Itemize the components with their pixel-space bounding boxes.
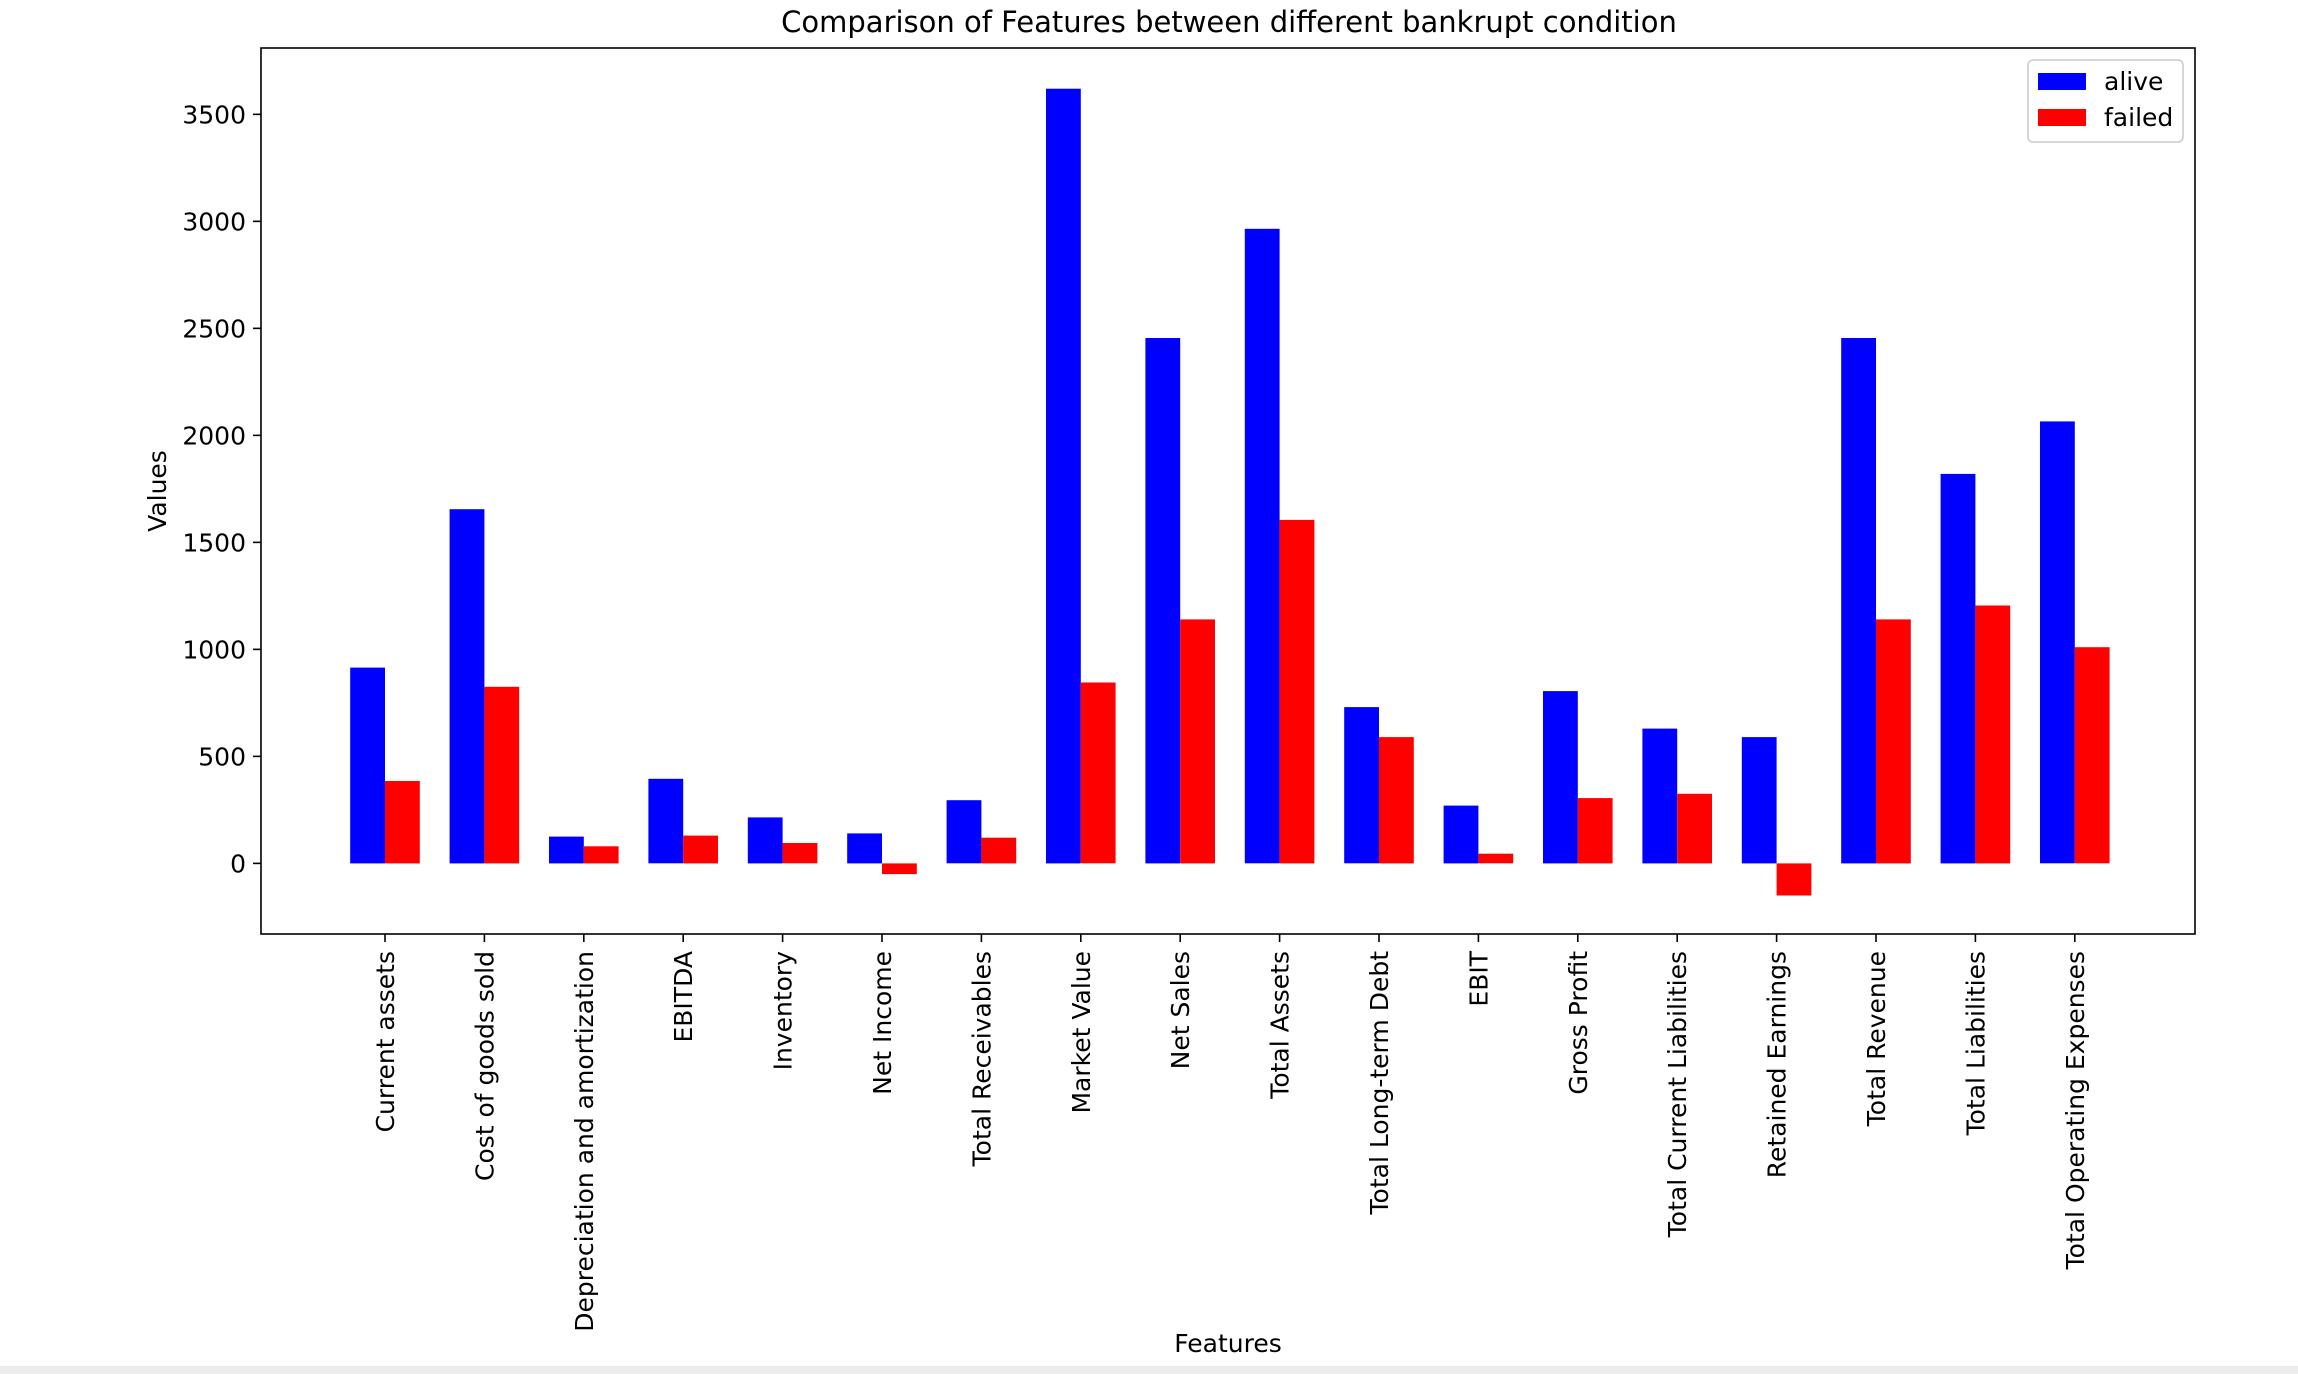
x-axis-label: Features xyxy=(1174,1329,1282,1358)
bar-alive-6 xyxy=(946,800,982,864)
bar-alive-3 xyxy=(648,778,684,864)
plot-area-frame xyxy=(260,47,2196,935)
x-tick-label: Total Revenue xyxy=(1862,951,1891,1127)
bar-alive-8 xyxy=(1145,338,1181,864)
legend-label-alive: alive xyxy=(2104,67,2163,96)
bar-failed-2 xyxy=(583,846,619,864)
bar-failed-6 xyxy=(981,837,1017,864)
x-tick-label: Current assets xyxy=(371,951,400,1132)
bar-failed-5 xyxy=(882,863,917,875)
bar-failed-7 xyxy=(1080,682,1116,864)
bar-alive-4 xyxy=(747,817,783,864)
bar-alive-10 xyxy=(1344,707,1379,864)
bar-failed-10 xyxy=(1379,737,1414,864)
x-tick-label: Total Receivables xyxy=(967,951,996,1167)
y-axis-ticks: 0 500 1000 1500 2000 2500 3000 3500 xyxy=(182,100,261,878)
bar-failed-14 xyxy=(1776,863,1812,896)
bar-alive-9 xyxy=(1244,228,1280,864)
x-tick-label: Market Value xyxy=(1067,951,1096,1114)
bar-alive-2 xyxy=(549,836,584,864)
y-axis-label: Values xyxy=(143,450,172,532)
chart-title: Comparison of Features between different… xyxy=(781,5,1677,39)
x-tick-label: EBITDA xyxy=(669,951,698,1043)
bar-alive-15 xyxy=(1841,338,1876,864)
bar-failed-0 xyxy=(385,781,420,864)
bars-layer xyxy=(350,88,2110,896)
x-tick-label: Total Assets xyxy=(1266,951,1295,1100)
legend-swatch-failed xyxy=(2038,109,2086,126)
x-tick-label: Retained Earnings xyxy=(1763,951,1792,1178)
x-axis-ticks: Current assets Cost of goods sold Deprecia… xyxy=(371,934,2090,1332)
x-tick-label: Total Liabilities xyxy=(1961,951,1990,1136)
legend-label-failed: failed xyxy=(2104,103,2173,132)
bottom-scroll-edge xyxy=(0,1366,2298,1374)
bar-alive-13 xyxy=(1642,728,1678,864)
bar-failed-4 xyxy=(782,843,818,864)
bar-alive-14 xyxy=(1741,737,1777,864)
bar-failed-9 xyxy=(1279,519,1315,864)
bar-failed-8 xyxy=(1180,619,1215,864)
legend: alive failed xyxy=(2027,59,2184,143)
y-tick-label: 3500 xyxy=(182,100,246,129)
bar-failed-11 xyxy=(1478,853,1514,864)
bar-failed-17 xyxy=(2074,647,2110,864)
x-tick-label: Cost of goods sold xyxy=(470,951,499,1181)
y-tick-label: 3000 xyxy=(182,207,246,236)
bar-alive-11 xyxy=(1443,805,1479,864)
bar-alive-7 xyxy=(1046,88,1081,864)
x-tick-label: Total Long-term Debt xyxy=(1365,951,1394,1216)
y-tick-label: 500 xyxy=(198,742,246,771)
bar-failed-3 xyxy=(683,835,718,864)
x-tick-label: Depreciation and amortization xyxy=(570,951,599,1332)
y-tick-label: 2000 xyxy=(182,421,246,450)
bar-failed-16 xyxy=(1975,605,2011,864)
x-tick-label: Inventory xyxy=(769,951,798,1071)
bar-alive-1 xyxy=(449,509,485,864)
x-tick-label: Total Operating Expenses xyxy=(2061,951,2090,1270)
y-tick-label: 2500 xyxy=(182,314,246,343)
bar-failed-12 xyxy=(1577,798,1613,864)
x-tick-label: Net Income xyxy=(868,951,897,1095)
bar-failed-1 xyxy=(484,686,520,864)
x-tick-label: Gross Profit xyxy=(1564,951,1593,1095)
bar-failed-15 xyxy=(1876,619,1911,864)
bar-alive-0 xyxy=(350,667,385,864)
legend-swatch-alive xyxy=(2038,73,2086,90)
bar-alive-12 xyxy=(1543,691,1578,864)
x-tick-label: EBIT xyxy=(1464,950,1493,1006)
y-tick-label: 1500 xyxy=(182,528,246,557)
x-tick-label: Net Sales xyxy=(1166,951,1195,1069)
y-tick-label: 1000 xyxy=(182,635,246,664)
bar-alive-5 xyxy=(847,833,882,864)
bar-alive-16 xyxy=(1940,473,1976,864)
bar-failed-13 xyxy=(1677,793,1712,864)
y-tick-label: 0 xyxy=(230,849,246,878)
bar-alive-17 xyxy=(2040,421,2075,864)
x-tick-label: Total Current Liabilities xyxy=(1663,951,1692,1238)
